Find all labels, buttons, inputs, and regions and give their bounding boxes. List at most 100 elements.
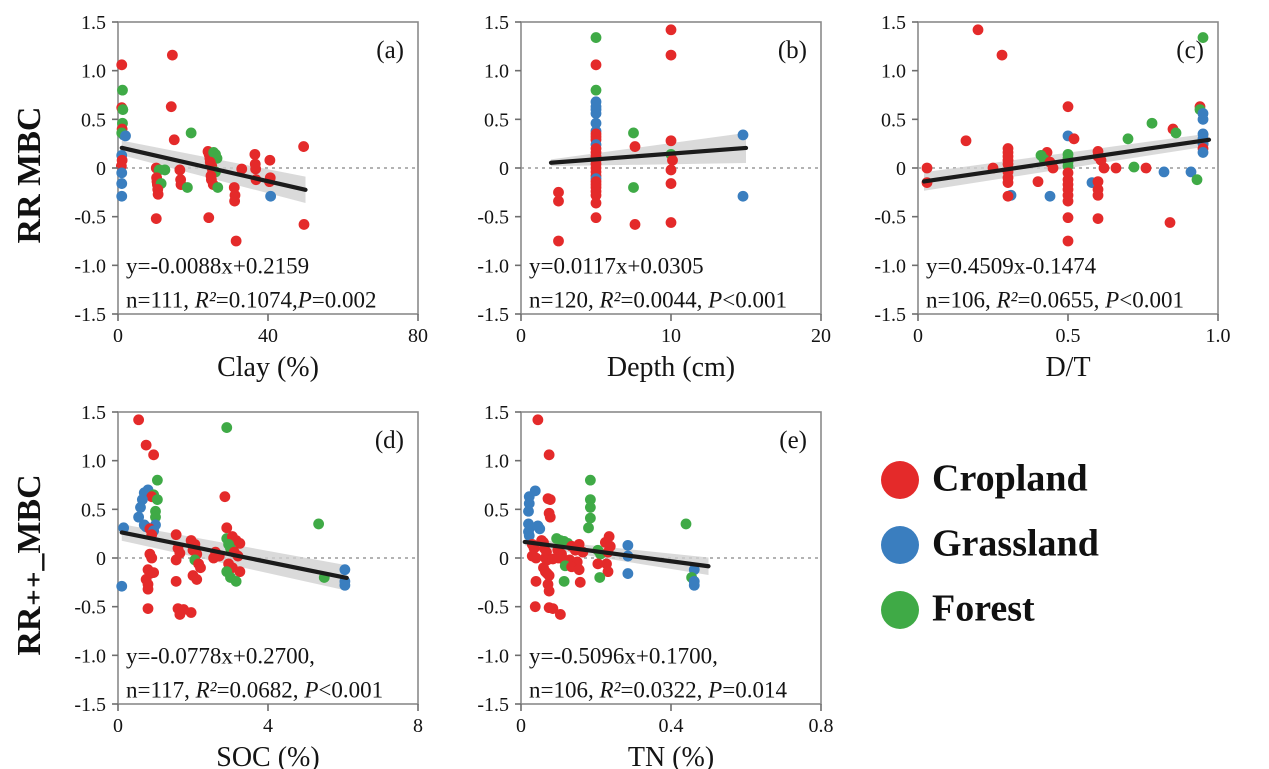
- data-point-cropland: [1092, 176, 1104, 188]
- x-axis-title: SOC (%): [216, 742, 319, 769]
- panel-tag: (e): [779, 427, 807, 454]
- data-point-cropland: [1110, 162, 1122, 174]
- data-point-forest: [181, 182, 193, 193]
- data-point-cropland: [554, 609, 566, 620]
- data-point-cropland: [590, 189, 602, 201]
- y-tick-label: 0: [96, 548, 106, 570]
- data-point-grassland: [120, 130, 131, 142]
- legend-label-cropland[interactable]: Cropland: [932, 458, 1088, 500]
- data-point-cropland: [1092, 189, 1104, 201]
- x-tick-label: 0.5: [1056, 325, 1081, 347]
- data-point-grassland: [116, 580, 128, 592]
- data-point-cropland: [960, 135, 972, 147]
- regression-line: [119, 145, 308, 192]
- annotation-equation: y=0.4509x-0.1474: [926, 253, 1097, 278]
- legend-swatch-forest[interactable]: [881, 591, 919, 629]
- y-tick-label: -1.0: [477, 645, 509, 667]
- panel-d: -1.5 -1.0 -0.5 0 0.5 1.0 1.5 0 4 8 SOC (%) (d) y=-0.…: [74, 402, 423, 769]
- y-tick-label: -1.5: [477, 304, 509, 326]
- x-tick-label: 4: [263, 715, 273, 737]
- data-point-forest: [1122, 133, 1134, 145]
- y-tick-label: 1.5: [81, 402, 106, 424]
- data-point-cropland: [298, 219, 310, 230]
- data-point-grassland: [523, 505, 534, 517]
- legend-swatch-grassland[interactable]: [881, 526, 919, 564]
- y-tick-label: 0: [499, 158, 509, 180]
- data-point-cropland: [219, 491, 231, 503]
- annotation-stats: n=120, R²=0.0044, P<0.001: [529, 287, 787, 312]
- data-point-cropland: [665, 24, 677, 36]
- data-point-forest: [590, 84, 602, 96]
- y-axis-title-top-label: RR MBC: [11, 107, 48, 244]
- data-point-cropland: [165, 101, 177, 113]
- data-point-cropland: [553, 235, 564, 247]
- data-point-cropland: [665, 49, 677, 61]
- data-point-cropland: [148, 449, 160, 461]
- data-point-cropland: [553, 186, 564, 198]
- annotation-equation: y=0.0117x+0.0305: [529, 253, 704, 278]
- data-point-forest: [1146, 117, 1158, 129]
- scatter-points: [116, 414, 351, 620]
- data-point-cropland: [166, 49, 178, 61]
- y-tick-label: -1.5: [874, 304, 906, 326]
- data-point-forest: [1170, 127, 1182, 139]
- data-point-cropland: [1062, 195, 1074, 207]
- data-point-forest: [584, 494, 596, 505]
- data-point-forest: [1197, 32, 1209, 43]
- data-point-cropland: [665, 178, 677, 189]
- legend-swatch-cropland[interactable]: [881, 461, 919, 499]
- data-point-cropland: [665, 217, 677, 228]
- data-point-cropland: [142, 583, 154, 595]
- data-point-grassland: [133, 511, 145, 523]
- data-point-cropland: [234, 566, 246, 578]
- data-point-grassland: [523, 498, 535, 509]
- data-point-cropland: [1062, 101, 1074, 113]
- data-point-cropland: [590, 212, 602, 224]
- data-point-cropland: [152, 188, 164, 200]
- x-tick-label: 0: [113, 325, 123, 347]
- data-point-cropland: [234, 538, 246, 549]
- y-tick-label: 1.5: [484, 402, 509, 424]
- y-tick-label: 0: [499, 548, 509, 570]
- data-point-forest: [584, 512, 596, 524]
- y-tick-label: -0.5: [477, 207, 509, 229]
- data-point-cropland: [996, 49, 1008, 61]
- data-point-cropland: [264, 154, 276, 166]
- data-point-cropland: [1062, 235, 1074, 247]
- x-tick-label: 80: [408, 325, 428, 347]
- data-point-cropland: [140, 439, 152, 451]
- data-point-cropland: [553, 195, 564, 207]
- data-point-cropland: [629, 219, 641, 230]
- x-tick-label: 0.8: [809, 715, 834, 737]
- data-point-forest: [151, 494, 163, 505]
- legend-label-grassland[interactable]: Grassland: [932, 523, 1099, 565]
- data-point-grassland: [339, 564, 351, 576]
- data-point-grassland: [737, 190, 749, 202]
- x-axis-title: Depth (cm): [607, 352, 735, 383]
- data-point-grassland: [265, 190, 277, 202]
- data-point-cropland: [629, 141, 641, 152]
- legend-label-forest[interactable]: Forest: [932, 588, 1035, 630]
- data-point-forest: [212, 182, 224, 193]
- data-point-grassland: [339, 579, 351, 591]
- data-point-cropland: [148, 567, 160, 578]
- data-point-grassland: [116, 178, 128, 189]
- data-point-grassland: [534, 523, 546, 535]
- data-point-cropland: [544, 494, 556, 505]
- scatter-points: [553, 24, 749, 247]
- data-point-forest: [221, 422, 233, 433]
- y-axis-title-bottom-label: RR₊₊_MBC: [11, 474, 48, 655]
- data-point-cropland: [150, 213, 162, 225]
- y-tick-label: -0.5: [74, 597, 106, 619]
- x-axis-title: Clay (%): [217, 352, 319, 383]
- data-point-cropland: [170, 575, 182, 587]
- data-point-cropland: [236, 163, 248, 175]
- legend: Cropland Grassland Forest: [881, 458, 1099, 630]
- data-point-forest: [230, 575, 242, 587]
- data-point-cropland: [543, 449, 555, 461]
- panel-tag: (d): [375, 427, 404, 454]
- data-point-cropland: [921, 162, 933, 174]
- data-point-cropland: [665, 164, 677, 176]
- data-point-cropland: [146, 552, 158, 564]
